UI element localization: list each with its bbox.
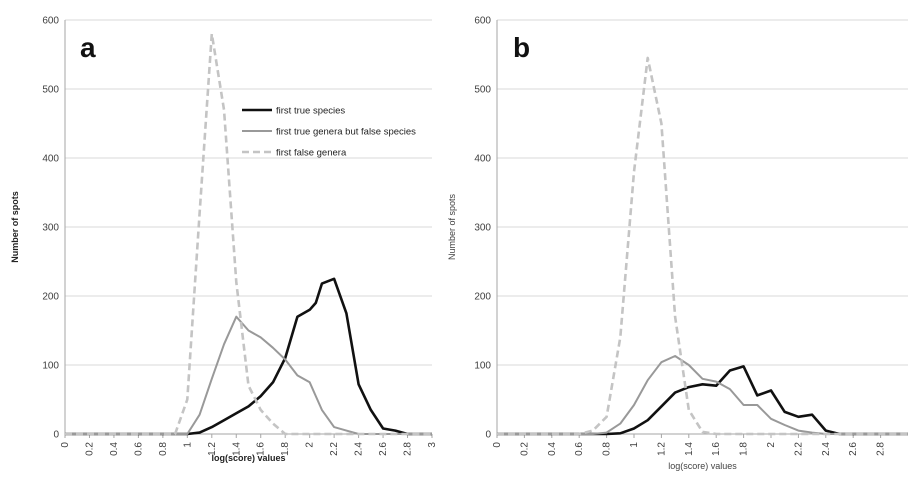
- x-tick-label: 3: [427, 442, 438, 448]
- x-tick-label: 2.6: [848, 442, 859, 456]
- x-tick-label: 1.4: [231, 442, 242, 456]
- y-tick-label: 200: [42, 292, 59, 303]
- chart-panel-a: 0 100 200 300 400 500 600 0 0.2 0.4 0.6 0.8 1 1.2 1.4 1…: [10, 16, 438, 464]
- x-tick-label: 2.2: [793, 442, 804, 456]
- series-line: [65, 315, 432, 435]
- legend-label: first false genera: [276, 148, 347, 159]
- legend-label: first true genera but false species: [276, 127, 416, 138]
- y-tick-label: 0: [485, 430, 491, 441]
- y-tick-label: 600: [474, 16, 491, 27]
- y-axis-title: Number of spots: [10, 191, 20, 263]
- y-tick-label: 100: [42, 361, 59, 372]
- x-tick-label: 2: [305, 442, 316, 448]
- x-tick-label: 2.8: [403, 442, 414, 456]
- x-tick-label: 1.2: [207, 442, 218, 456]
- x-axis-title: log(score) values: [211, 453, 285, 463]
- x-tick-label: 1: [629, 442, 640, 448]
- y-tick-label: 300: [474, 223, 491, 234]
- x-tick-label: 1.8: [739, 442, 750, 456]
- series-line: [497, 355, 908, 435]
- x-tick-label: 1.4: [684, 442, 695, 456]
- x-tick-label: 2: [766, 442, 777, 448]
- y-tick-label: 200: [474, 292, 491, 303]
- y-axis-title: Number of spots: [447, 193, 457, 260]
- x-tick-label: 2.6: [378, 442, 389, 456]
- x-tick-label: 0.8: [158, 442, 169, 456]
- x-tick-label: 0.8: [602, 442, 613, 456]
- x-axis-title: log(score) values: [668, 461, 737, 471]
- y-tick-label: 500: [42, 85, 59, 96]
- x-tick-label: 0.6: [133, 442, 144, 456]
- y-tick-label: 0: [53, 430, 59, 441]
- y-tick-label: 400: [42, 154, 59, 165]
- x-tick-label: 1.6: [711, 442, 722, 456]
- chart-panel-b: 0 100 200 300 400 500 600 0 0.2 0.4 0.6 0.8 1 1.2 1.4 1…: [447, 16, 908, 471]
- y-tick-label: 300: [42, 223, 59, 234]
- y-tick-label: 400: [474, 154, 491, 165]
- x-tick-label: 0: [492, 442, 503, 448]
- y-tick-label: 500: [474, 85, 491, 96]
- x-tick-label: 0.4: [109, 442, 120, 456]
- x-tick-label: 0.2: [84, 442, 95, 456]
- x-tick-label: 2.8: [876, 442, 887, 456]
- x-tick-label: 1.2: [656, 442, 667, 456]
- x-tick-label: 1.8: [280, 442, 291, 456]
- series-line: [497, 56, 908, 436]
- x-tick-label: 0.2: [519, 442, 530, 456]
- panel-label: b: [513, 32, 530, 63]
- series-line: [65, 32, 432, 436]
- x-tick-label: 2.4: [354, 442, 365, 456]
- x-tick-label: 0: [60, 442, 71, 448]
- x-tick-label: 1.6: [256, 442, 267, 456]
- x-tick-label: 2.2: [329, 442, 340, 456]
- y-tick-label: 100: [474, 361, 491, 372]
- x-tick-label: 0.4: [547, 442, 558, 456]
- series-line: [497, 365, 908, 436]
- y-tick-label: 600: [42, 16, 59, 27]
- legend: first true species first true genera but …: [242, 106, 416, 159]
- legend-label: first true species: [276, 106, 345, 117]
- series-line: [65, 277, 432, 436]
- x-tick-label: 2.4: [821, 442, 832, 456]
- panel-label: a: [80, 32, 96, 63]
- x-tick-label: 0.6: [574, 442, 585, 456]
- x-tick-label: 1: [182, 442, 193, 448]
